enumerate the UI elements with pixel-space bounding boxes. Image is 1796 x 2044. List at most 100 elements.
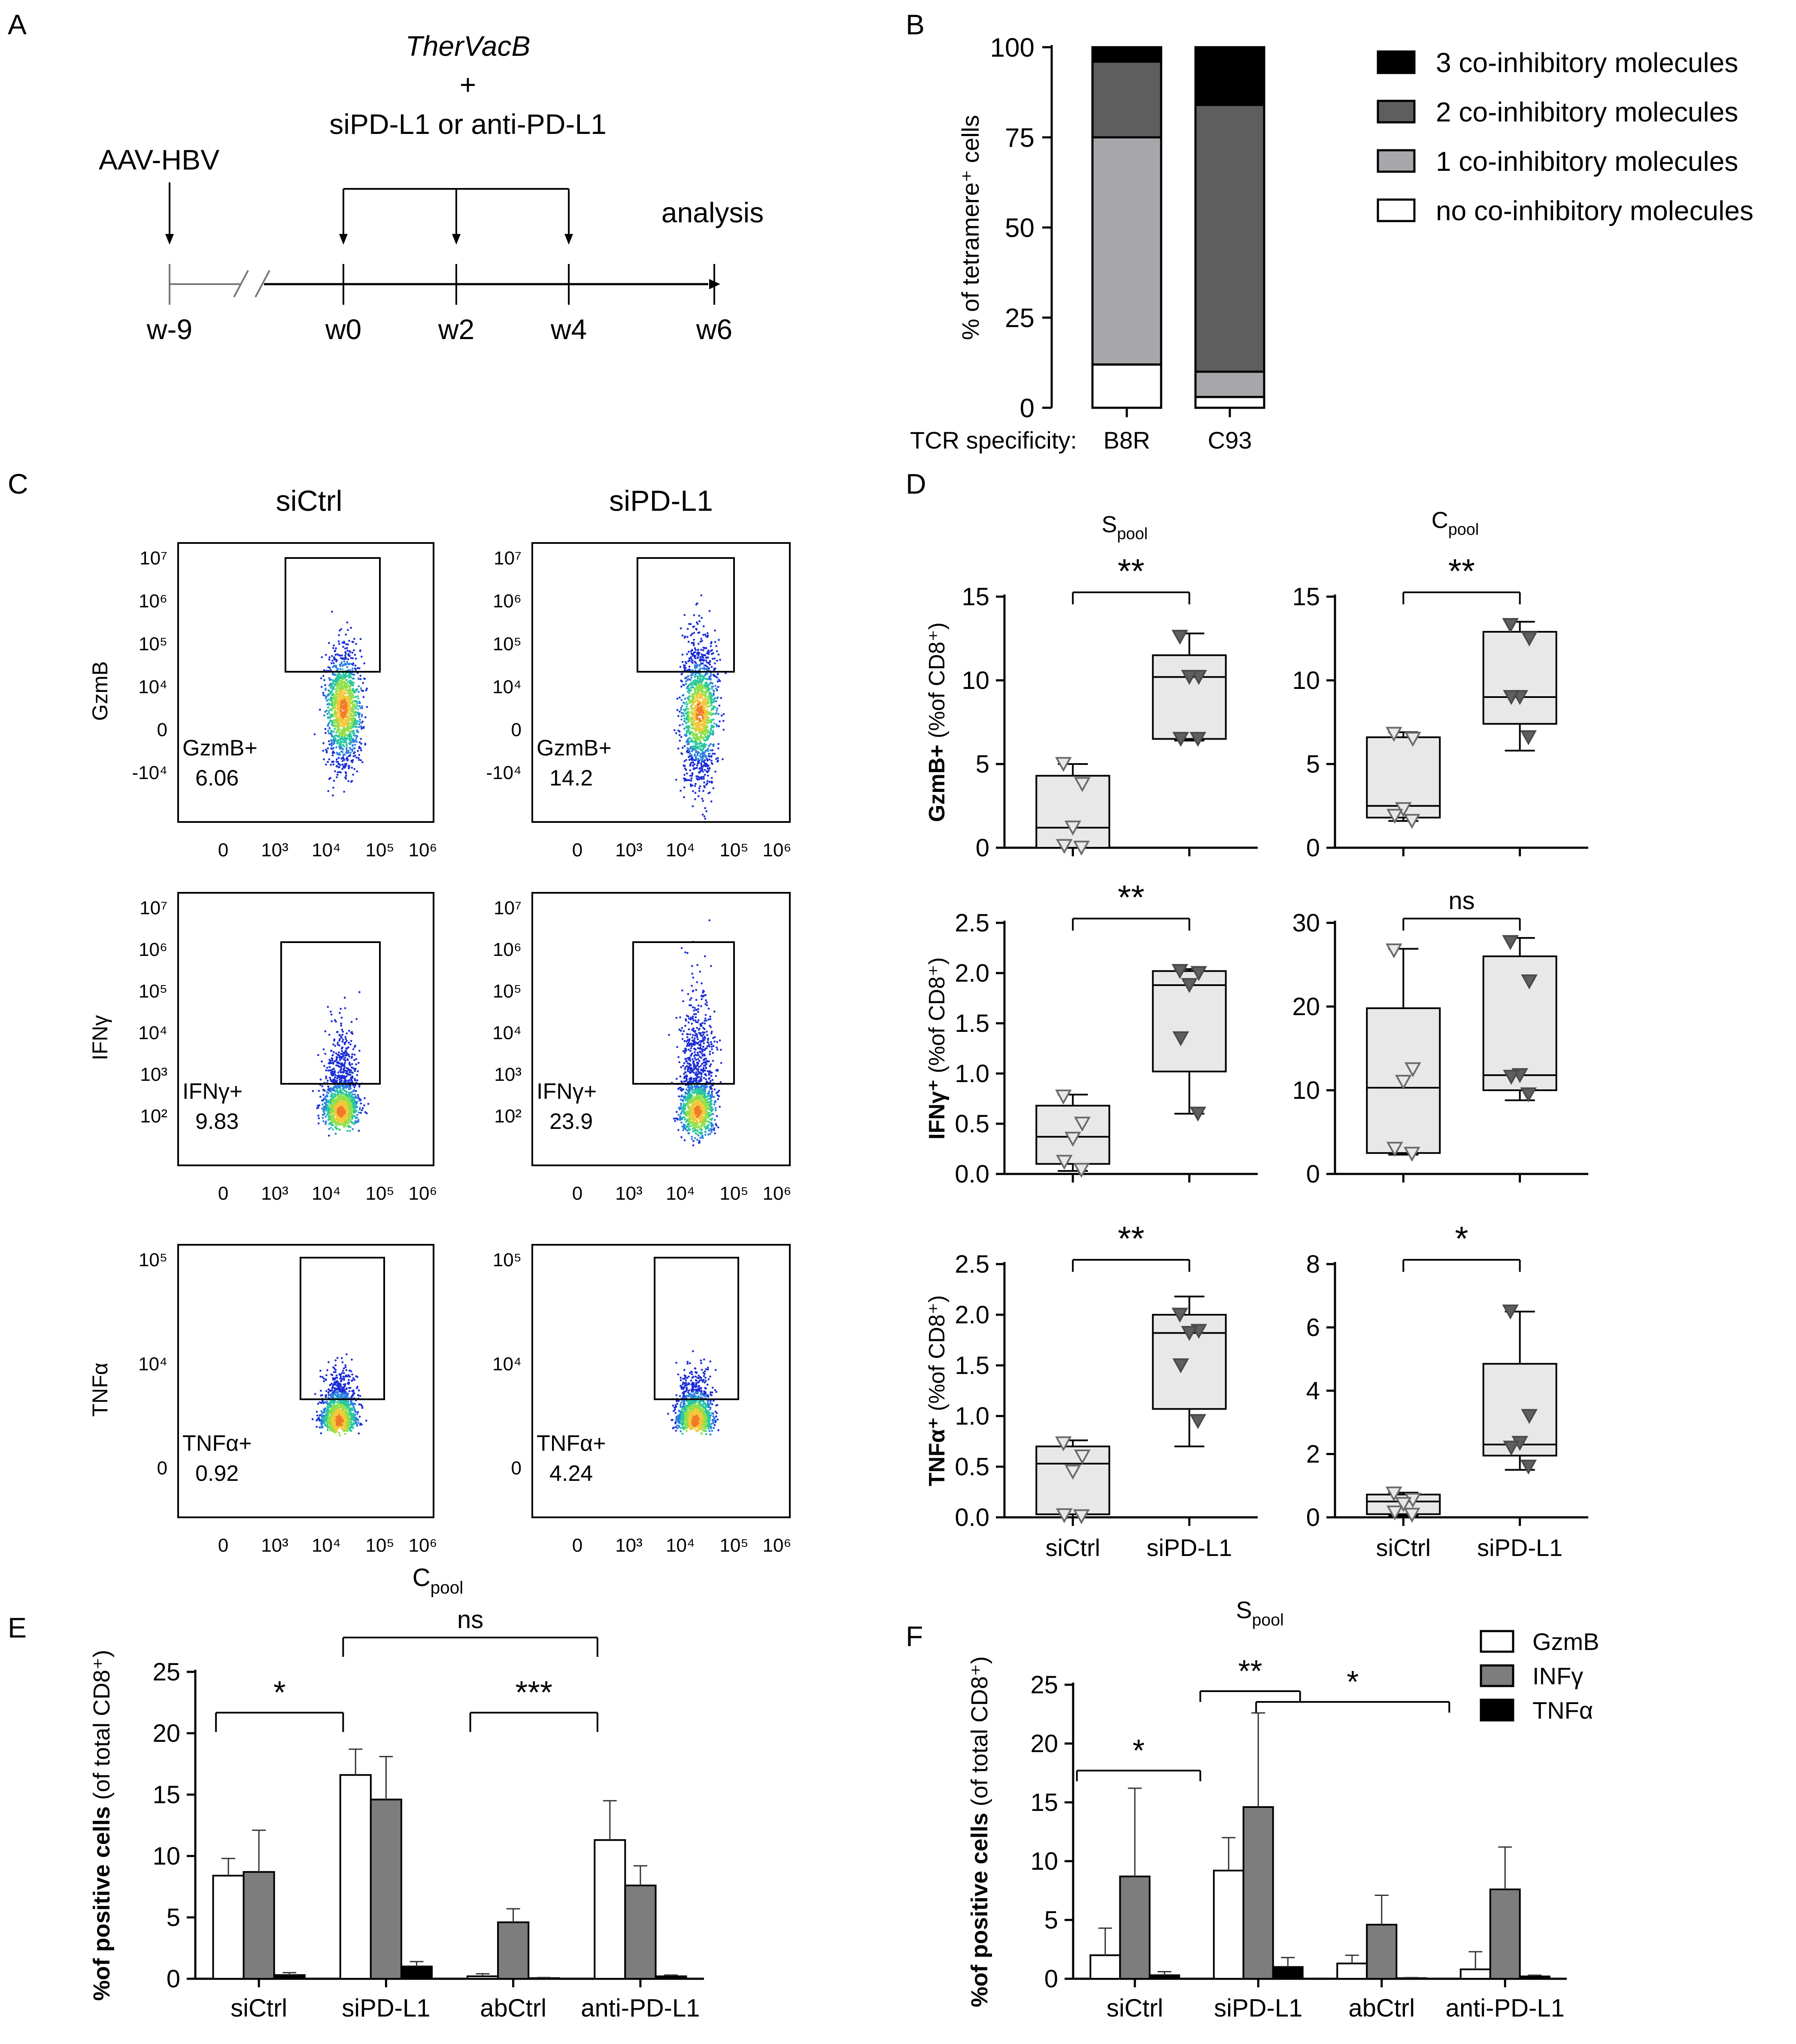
flow-dot [344, 771, 347, 773]
flow-dot [348, 1116, 351, 1119]
flow-dot [328, 1034, 331, 1036]
flow-dot [683, 1139, 686, 1141]
flow-dot [348, 697, 350, 700]
flow-dot [346, 752, 349, 754]
flow-dot [345, 698, 348, 701]
flow-dot [356, 720, 359, 722]
flow-dot [714, 770, 717, 773]
flow-dot [322, 1110, 325, 1113]
flow-dot [693, 740, 696, 743]
flow-dot [324, 1052, 327, 1055]
flow-dot [706, 749, 709, 751]
flow-dot [692, 790, 694, 792]
flow-dot [712, 743, 714, 746]
flow-dot [698, 787, 701, 790]
flow-ytick-1-1-4: 10³ [494, 1064, 522, 1085]
flow-dot [344, 676, 346, 678]
flow-dot [702, 776, 705, 778]
flow-dot [331, 1094, 334, 1097]
flow-dot [720, 714, 723, 717]
flow-dot [349, 669, 352, 671]
flow-dot [348, 640, 350, 642]
flow-dot [699, 687, 702, 689]
flow-dot [348, 718, 351, 720]
flow-dot [340, 750, 343, 753]
flow-dot [358, 691, 360, 693]
flow-dot [704, 695, 707, 698]
flow-dot [338, 634, 340, 637]
flow-dot [337, 640, 340, 643]
flow-dot [709, 711, 712, 713]
flow-ytick-0-0-5: -10⁴ [132, 762, 168, 783]
flow-dot [331, 610, 333, 613]
flow-dot [694, 683, 696, 686]
flow-dot [337, 668, 339, 670]
flow-dot [346, 649, 349, 652]
flow-dot [349, 730, 352, 732]
flow-dot [709, 676, 711, 679]
flow-dot [704, 769, 706, 771]
flow-ytick-1-0-2: 10⁵ [139, 981, 167, 1002]
flow-dot [329, 1069, 331, 1072]
flow-dot [338, 1051, 340, 1054]
flow-dot [715, 700, 717, 703]
flow-dot [691, 633, 693, 635]
flow-dot [333, 1040, 336, 1042]
flow-dot [685, 735, 687, 737]
flow-dot [696, 964, 699, 966]
flow-dot [340, 1109, 343, 1111]
flow-dot [350, 702, 353, 704]
flow-dot [707, 767, 709, 770]
flow-dot [698, 690, 700, 692]
flow-dot [339, 692, 341, 695]
flow-dot [336, 690, 338, 692]
flow-dot [341, 760, 344, 762]
flow-dot [337, 725, 340, 728]
flow-dot [341, 668, 344, 671]
flow-dot [692, 734, 694, 737]
flow-dot [343, 740, 346, 742]
flow-dot [710, 777, 713, 779]
flow-dot [334, 665, 337, 667]
flow-dot [691, 1135, 693, 1138]
flow-dot [350, 1057, 353, 1059]
flow-dot [695, 751, 697, 753]
flow-dot [355, 711, 357, 713]
flow-dot [694, 727, 696, 729]
flow-dot [322, 1120, 325, 1122]
flow-dot [691, 1022, 693, 1025]
flow-dot [321, 1060, 323, 1063]
flow-dot [358, 1049, 361, 1052]
flow-dot [345, 1094, 347, 1096]
flow-dot [689, 769, 692, 771]
flow-dot [691, 784, 694, 787]
flow-dot [710, 692, 712, 694]
flow-dot [317, 1122, 320, 1125]
flow-dot [712, 752, 714, 755]
flow-dot [356, 1116, 358, 1119]
flow-dot [322, 675, 325, 677]
flow-dot [327, 1006, 329, 1008]
flow-dot [338, 1086, 340, 1089]
flow-dot [343, 685, 346, 687]
flow-dot [347, 713, 349, 715]
flow-dot [340, 707, 342, 709]
flow-dot [699, 680, 701, 682]
flow-dot [348, 1030, 350, 1032]
flow-dot [328, 658, 331, 661]
flow-dot [705, 659, 707, 662]
flow-dot [697, 686, 699, 688]
flow-dot [716, 761, 719, 763]
flow-dot [714, 706, 716, 709]
flow-dot [689, 679, 692, 681]
flow-dot [706, 661, 708, 664]
flow-dot [704, 716, 707, 719]
flow-dot [682, 701, 685, 704]
flow-dot [354, 654, 356, 656]
flow-dot [685, 759, 687, 761]
flow-dot [348, 755, 350, 757]
flow-dot [346, 1053, 349, 1055]
flow-dot [683, 786, 686, 788]
